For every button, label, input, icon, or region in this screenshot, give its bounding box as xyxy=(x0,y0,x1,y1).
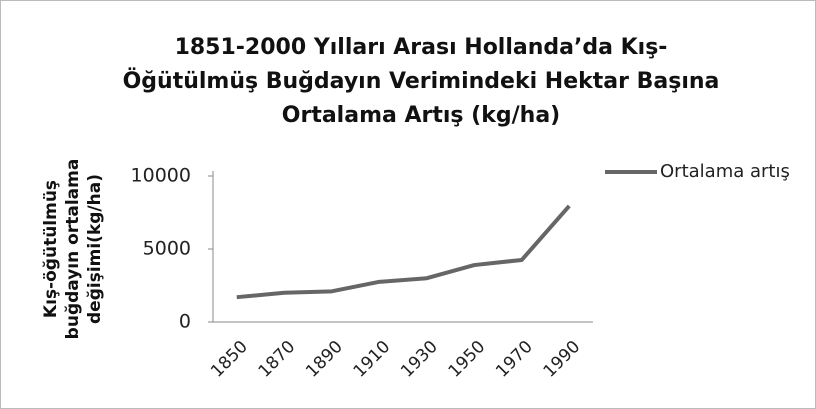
x-tick-label: 1910 xyxy=(350,337,395,382)
data-line xyxy=(236,204,571,300)
x-tick-label: 1990 xyxy=(540,337,585,382)
x-tick-label: 1870 xyxy=(255,337,300,382)
y-tick-label: 10000 xyxy=(131,165,191,187)
y-tick-label: 5000 xyxy=(143,238,191,260)
y-tick-label: 0 xyxy=(179,311,191,333)
x-tick-label: 1930 xyxy=(397,337,442,382)
x-tick-label: 1950 xyxy=(445,337,490,382)
x-tick-label: 1890 xyxy=(302,337,347,382)
x-tick-label: 1970 xyxy=(492,337,537,382)
chart-title: 1851-2000 Yılları Arası Hollanda’da Kış-… xyxy=(122,35,720,128)
legend-label: Ortalama artış xyxy=(660,161,790,182)
x-tick-label: 1850 xyxy=(207,337,252,382)
